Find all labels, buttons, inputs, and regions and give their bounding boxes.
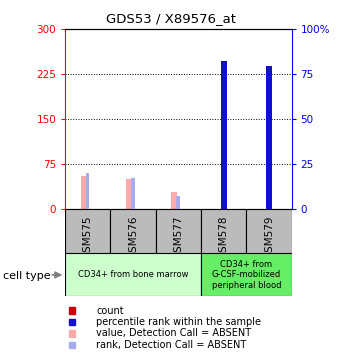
Bar (221, 63, 226, 209)
Bar (246, 209, 292, 253)
Text: CD34+ from bone marrow: CD34+ from bone marrow (78, 270, 188, 280)
Text: GSM578: GSM578 (218, 216, 229, 259)
Text: GSM575: GSM575 (83, 216, 93, 259)
Bar (266, 78, 272, 209)
Bar (65, 253, 201, 296)
Bar (221, 61, 227, 209)
Text: GSM576: GSM576 (128, 216, 138, 259)
Text: count: count (96, 306, 124, 316)
Text: CD34+ from
G-CSF-mobilized
peripheral blood: CD34+ from G-CSF-mobilized peripheral bl… (212, 260, 281, 290)
Bar (201, 253, 292, 296)
Bar (110, 209, 156, 253)
Text: GDS53 / X89576_at: GDS53 / X89576_at (106, 12, 237, 25)
Text: value, Detection Call = ABSENT: value, Detection Call = ABSENT (96, 328, 251, 338)
Text: rank, Detection Call = ABSENT: rank, Detection Call = ABSENT (96, 340, 246, 350)
Bar (65, 209, 110, 253)
Bar (81, 176, 86, 209)
Bar (266, 66, 272, 209)
Text: percentile rank within the sample: percentile rank within the sample (96, 317, 261, 327)
Bar (201, 209, 246, 253)
Bar (156, 209, 201, 253)
Bar (86, 173, 90, 209)
Text: GSM577: GSM577 (173, 216, 184, 259)
Bar (131, 178, 135, 209)
Bar (171, 192, 177, 209)
Bar (176, 196, 180, 209)
Text: GSM579: GSM579 (264, 216, 274, 259)
Text: cell type: cell type (3, 271, 51, 281)
Bar (126, 179, 131, 209)
